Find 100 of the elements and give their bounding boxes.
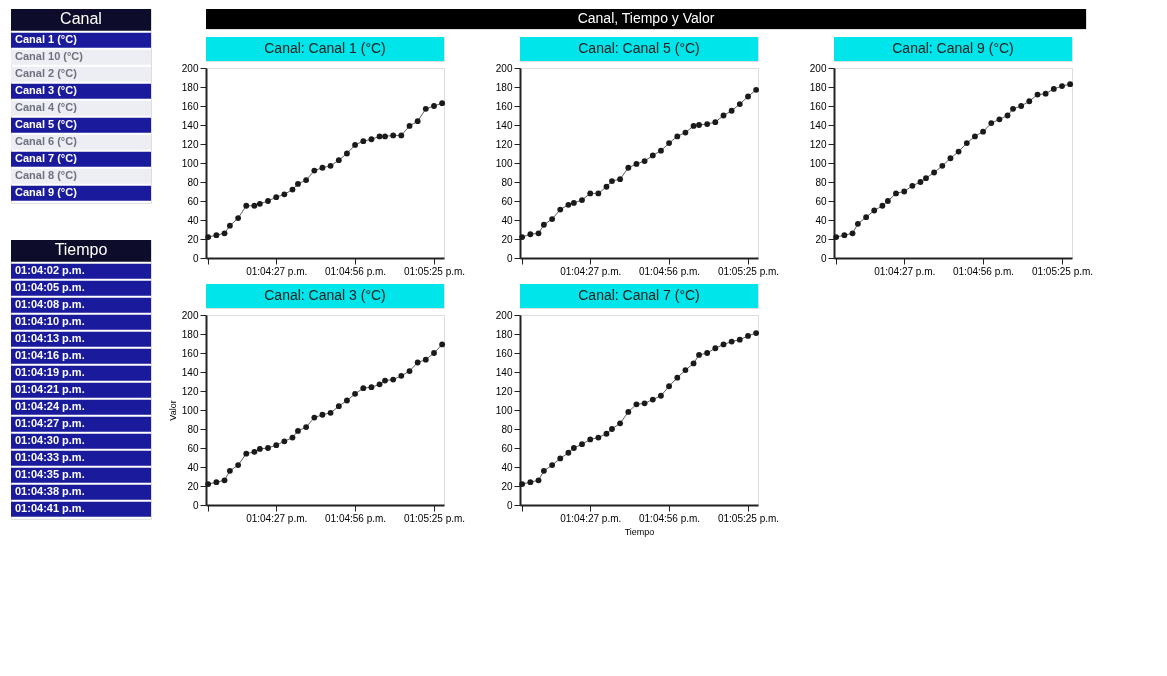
- x-tick-label: 01:04:56 p.m.: [952, 265, 1015, 277]
- y-tick-label: 200: [809, 62, 827, 74]
- point: [368, 384, 375, 391]
- point: [243, 450, 250, 457]
- category-label: Canal 6 (°C): [15, 135, 78, 148]
- point: [549, 462, 556, 469]
- x-tick-label: 01:04:27 p.m.: [246, 512, 308, 524]
- point: [439, 341, 446, 348]
- point: [251, 202, 258, 209]
- point: [360, 385, 367, 392]
- point: [344, 397, 350, 404]
- y-tick-label: 180: [181, 328, 199, 340]
- point: [352, 142, 358, 148]
- y-tick-label: 140: [495, 366, 513, 378]
- point: [360, 138, 367, 145]
- y-tick-label: 200: [495, 62, 513, 74]
- y-tick-label: 180: [809, 81, 827, 93]
- category-label: Canal 3 (°C): [15, 84, 78, 97]
- point: [609, 426, 615, 432]
- point: [963, 140, 970, 146]
- point: [666, 140, 672, 146]
- point: [633, 401, 640, 408]
- point: [519, 234, 526, 241]
- point: [565, 449, 572, 456]
- point: [281, 438, 288, 445]
- chart-title: Canal: Canal 5 (°C): [578, 40, 700, 56]
- point: [295, 427, 301, 434]
- text: Canal, Tiempo y Valor: [577, 10, 715, 26]
- point: [682, 129, 689, 136]
- y-axis-title: Valor: [167, 400, 178, 421]
- point: [390, 132, 397, 139]
- y-tick-label: 20: [187, 233, 199, 245]
- category-label: Canal 4 (°C): [15, 101, 78, 114]
- point: [704, 350, 711, 356]
- y-tick-label: 0: [506, 252, 513, 264]
- point: [540, 221, 547, 228]
- point: [565, 201, 572, 208]
- x-tick-label: 01:05:25 p.m.: [717, 265, 780, 277]
- point: [753, 86, 760, 93]
- x-tick-label: 01:05:25 p.m.: [403, 265, 466, 277]
- y-tick-label: 200: [181, 62, 199, 74]
- y-tick-label: 160: [181, 347, 199, 359]
- y-tick-label: 20: [815, 233, 827, 245]
- point: [1026, 98, 1033, 105]
- category-label: Canal 10 (°C): [15, 50, 84, 63]
- point: [728, 107, 735, 114]
- x-tick-label: 01:04:56 p.m.: [638, 512, 701, 524]
- y-tick-label: 40: [501, 461, 513, 473]
- category-label: 01:04:27 p.m.: [15, 417, 85, 430]
- y-tick-label: 40: [187, 461, 199, 473]
- point: [205, 481, 212, 488]
- y-tick-label: 160: [809, 100, 827, 112]
- point: [841, 232, 848, 239]
- point: [295, 180, 301, 187]
- point: [980, 128, 986, 135]
- point: [658, 147, 664, 154]
- chart-title: Canal: Canal 1 (°C): [264, 40, 386, 56]
- point: [603, 183, 610, 190]
- point: [527, 479, 534, 486]
- point: [587, 190, 594, 197]
- category-label: Canal 1 (°C): [15, 33, 78, 46]
- y-tick-label: 160: [495, 347, 513, 359]
- y-tick-label: 60: [187, 442, 199, 454]
- category-label: 01:04:24 p.m.: [15, 400, 85, 413]
- y-tick-label: 160: [495, 100, 513, 112]
- chart-title: Canal: Canal 9 (°C): [892, 40, 1014, 56]
- y-tick-label: 60: [501, 195, 513, 207]
- point: [682, 367, 689, 374]
- y-tick-label: 160: [181, 100, 199, 112]
- y-tick-label: 80: [501, 176, 513, 188]
- y-tick-label: 40: [187, 214, 199, 226]
- y-tick-label: 120: [495, 138, 513, 150]
- point: [947, 155, 954, 162]
- point: [1059, 83, 1065, 89]
- y-tick-label: 0: [820, 252, 827, 264]
- x-tick-label: 01:05:25 p.m.: [403, 512, 466, 524]
- point: [595, 190, 602, 197]
- point: [879, 202, 886, 209]
- point: [226, 467, 233, 474]
- point: [368, 136, 375, 143]
- point: [226, 222, 233, 229]
- point: [256, 446, 263, 452]
- point: [720, 341, 727, 348]
- x-tick-label: 01:04:27 p.m.: [246, 265, 308, 277]
- category-label: 01:04:08 p.m.: [15, 298, 85, 311]
- point: [289, 186, 296, 193]
- point: [273, 194, 280, 201]
- point: [1004, 112, 1011, 119]
- x-tick-label: 01:05:25 p.m.: [1031, 265, 1094, 277]
- y-tick-label: 200: [495, 309, 513, 321]
- point: [414, 359, 421, 366]
- y-tick-label: 60: [187, 195, 199, 207]
- point: [319, 164, 326, 171]
- point: [1010, 105, 1016, 112]
- point: [205, 234, 212, 241]
- point: [996, 116, 1003, 123]
- point: [939, 162, 946, 169]
- point: [854, 220, 861, 227]
- y-tick-label: 180: [181, 81, 199, 93]
- category-label: 01:04:05 p.m.: [15, 281, 85, 294]
